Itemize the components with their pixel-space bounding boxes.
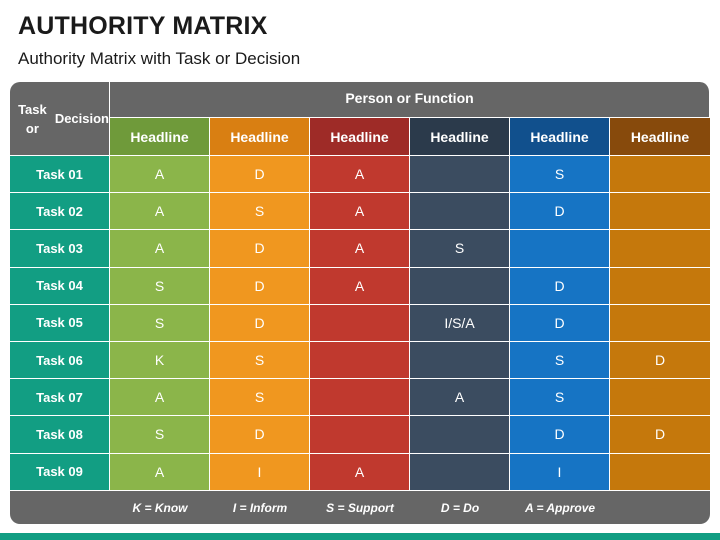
matrix-cell xyxy=(610,156,710,194)
legend-item-2: I = Inform xyxy=(232,500,288,515)
matrix-cell: A xyxy=(110,156,210,194)
page-title: AUTHORITY MATRIX xyxy=(18,12,268,40)
column-header-5: Headline xyxy=(510,118,610,156)
matrix-cell: S xyxy=(510,156,610,194)
matrix-cell: S xyxy=(510,379,610,417)
matrix-cell: D xyxy=(610,416,710,454)
matrix-cell: A xyxy=(110,193,210,231)
matrix-cell xyxy=(610,193,710,231)
matrix-cell: I xyxy=(210,453,310,491)
matrix-cell: S xyxy=(210,193,310,231)
task-label-4: Task 04 xyxy=(10,267,110,305)
matrix-cell xyxy=(410,453,510,491)
matrix-cell: D xyxy=(210,416,310,454)
matrix-cell xyxy=(310,304,410,342)
corner-label-line-2: Decision xyxy=(54,111,109,126)
task-label-5: Task 05 xyxy=(10,304,110,342)
matrix-cell: A xyxy=(310,156,410,194)
footer-accent-bar xyxy=(0,533,720,540)
task-label-2: Task 02 xyxy=(10,193,110,231)
column-header-1: Headline xyxy=(110,118,210,156)
task-label-8: Task 08 xyxy=(10,416,110,454)
matrix-cell: A xyxy=(110,453,210,491)
legend-item-4: D = Do xyxy=(440,500,480,515)
matrix-cell: D xyxy=(510,416,610,454)
matrix-cell: A xyxy=(110,230,210,268)
matrix-cell: A xyxy=(310,193,410,231)
matrix-cell: D xyxy=(210,267,310,305)
matrix-cell: S xyxy=(210,379,310,417)
person-or-function-header: Person or Function xyxy=(110,82,710,118)
matrix-cell: S xyxy=(510,342,610,380)
matrix-cell: S xyxy=(110,267,210,305)
legend-item-3: S = Support xyxy=(326,500,394,515)
corner-label-line-1: Task or xyxy=(18,101,47,136)
matrix-cell xyxy=(410,156,510,194)
matrix-cell xyxy=(610,304,710,342)
column-header-4: Headline xyxy=(410,118,510,156)
matrix-cell xyxy=(310,416,410,454)
matrix-cell xyxy=(410,416,510,454)
page-subtitle: Authority Matrix with Task or Decision xyxy=(18,49,301,68)
matrix-cell: A xyxy=(410,379,510,417)
task-label-6: Task 06 xyxy=(10,342,110,380)
matrix-cell: A xyxy=(310,230,410,268)
matrix-cell xyxy=(510,230,610,268)
matrix-cell: D xyxy=(510,304,610,342)
matrix-cell: S xyxy=(410,230,510,268)
matrix-cell: S xyxy=(110,416,210,454)
legend-bar: K = Know I = Inform S = Support D = Do A = A… xyxy=(10,491,710,524)
legend-item-5: A = Approve xyxy=(524,500,596,515)
matrix-cell xyxy=(410,267,510,305)
task-label-3: Task 03 xyxy=(10,230,110,268)
matrix-cell: I xyxy=(510,453,610,491)
matrix-cell xyxy=(610,230,710,268)
matrix-cell: I/S/A xyxy=(410,304,510,342)
column-header-2: Headline xyxy=(210,118,310,156)
matrix-cell: A xyxy=(310,267,410,305)
matrix-cell: A xyxy=(110,379,210,417)
matrix-cell: D xyxy=(210,304,310,342)
matrix-cell: S xyxy=(110,304,210,342)
matrix-cell xyxy=(610,453,710,491)
matrix-cell xyxy=(610,267,710,305)
task-label-7: Task 07 xyxy=(10,379,110,417)
matrix-cell: D xyxy=(210,230,310,268)
matrix-cell: K xyxy=(110,342,210,380)
matrix-cell: D xyxy=(610,342,710,380)
column-header-3: Headline xyxy=(310,118,410,156)
column-header-6: Headline xyxy=(610,118,710,156)
matrix-cell xyxy=(610,379,710,417)
matrix-cell xyxy=(310,342,410,380)
task-label-1: Task 01 xyxy=(10,156,110,194)
matrix-cell: D xyxy=(210,156,310,194)
matrix-cell xyxy=(310,379,410,417)
matrix-cell xyxy=(410,342,510,380)
matrix-cell: S xyxy=(210,342,310,380)
matrix-cell: D xyxy=(510,193,610,231)
task-label-9: Task 09 xyxy=(10,453,110,491)
matrix-cell: D xyxy=(510,267,610,305)
matrix-cell: A xyxy=(310,453,410,491)
matrix-cell xyxy=(410,193,510,231)
corner-header: Task or Decision xyxy=(10,82,110,156)
legend-item-1: K = Know xyxy=(132,500,188,515)
authority-matrix-table: Task or Decision Person or Function K = … xyxy=(10,82,710,524)
